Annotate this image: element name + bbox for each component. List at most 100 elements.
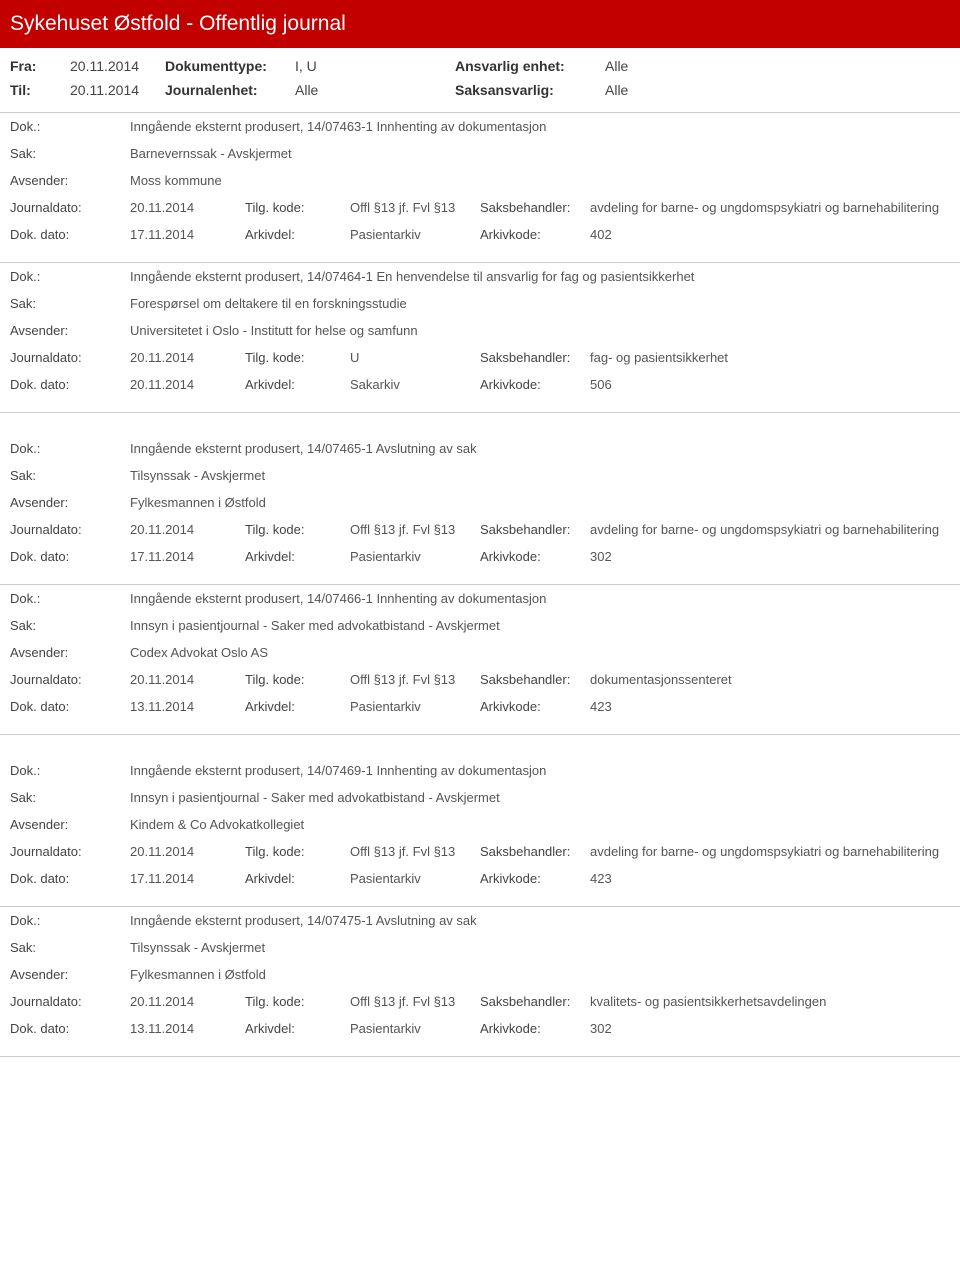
ansvarlig-value: Alle — [605, 58, 805, 74]
journaldato-label: Journaldato: — [10, 200, 130, 215]
avsender-label: Avsender: — [10, 495, 130, 510]
arkivdel-label: Arkivdel: — [245, 871, 350, 886]
arkivkode-value: 423 — [590, 871, 950, 886]
dokdato-label: Dok. dato: — [10, 549, 130, 564]
dokdato-label: Dok. dato: — [10, 377, 130, 392]
arkivdel-label: Arkivdel: — [245, 699, 350, 714]
sak-value: Innsyn i pasientjournal - Saker med advo… — [130, 618, 950, 633]
journal-entry: Dok.:Inngående eksternt produsert, 14/07… — [0, 263, 960, 413]
avsender-label: Avsender: — [10, 967, 130, 982]
saksansvarlig-label: Saksansvarlig: — [455, 82, 605, 98]
arkivdel-label: Arkivdel: — [245, 227, 350, 242]
avsender-label: Avsender: — [10, 323, 130, 338]
dok-value: Inngående eksternt produsert, 14/07469-1… — [130, 763, 950, 778]
tilgkode-label: Tilg. kode: — [245, 844, 350, 859]
arkivdel-value: Pasientarkiv — [350, 699, 480, 714]
tilgkode-value: Offl §13 jf. Fvl §13 — [350, 200, 480, 215]
journal-entry: Dok.:Inngående eksternt produsert, 14/07… — [0, 907, 960, 1057]
entries-container: Dok.:Inngående eksternt produsert, 14/07… — [0, 113, 960, 1057]
sak-value: Barnevernssak - Avskjermet — [130, 146, 950, 161]
journaldato-value: 20.11.2014 — [130, 844, 245, 859]
arkivdel-label: Arkivdel: — [245, 377, 350, 392]
tilgkode-value: U — [350, 350, 480, 365]
journal-entry: Dok.:Inngående eksternt produsert, 14/07… — [0, 113, 960, 263]
fra-label: Fra: — [10, 58, 70, 74]
dok-label: Dok.: — [10, 913, 130, 928]
journaldato-label: Journaldato: — [10, 672, 130, 687]
avsender-value: Kindem & Co Advokatkollegiet — [130, 817, 950, 832]
journaldato-value: 20.11.2014 — [130, 672, 245, 687]
tilgkode-value: Offl §13 jf. Fvl §13 — [350, 994, 480, 1009]
dok-value: Inngående eksternt produsert, 14/07466-1… — [130, 591, 950, 606]
tilgkode-label: Tilg. kode: — [245, 672, 350, 687]
doktype-label: Dokumenttype: — [165, 58, 295, 74]
saksbehandler-value: fag- og pasientsikkerhet — [590, 350, 950, 365]
til-value: 20.11.2014 — [70, 82, 165, 98]
dokdato-value: 20.11.2014 — [130, 377, 245, 392]
saksbehandler-label: Saksbehandler: — [480, 522, 590, 537]
journaldato-value: 20.11.2014 — [130, 350, 245, 365]
dok-label: Dok.: — [10, 591, 130, 606]
arkivkode-label: Arkivkode: — [480, 377, 590, 392]
avsender-value: Moss kommune — [130, 173, 950, 188]
journaldato-label: Journaldato: — [10, 844, 130, 859]
saksbehandler-value: avdeling for barne- og ungdomspsykiatri … — [590, 200, 950, 215]
dokdato-value: 13.11.2014 — [130, 1021, 245, 1036]
sak-label: Sak: — [10, 468, 130, 483]
arkivdel-value: Pasientarkiv — [350, 1021, 480, 1036]
journal-entry: Dok.:Inngående eksternt produsert, 14/07… — [0, 435, 960, 585]
saksbehandler-value: dokumentasjonssenteret — [590, 672, 950, 687]
saksbehandler-value: avdeling for barne- og ungdomspsykiatri … — [590, 844, 950, 859]
arkivdel-label: Arkivdel: — [245, 549, 350, 564]
sak-label: Sak: — [10, 618, 130, 633]
dok-value: Inngående eksternt produsert, 14/07465-1… — [130, 441, 950, 456]
arkivkode-label: Arkivkode: — [480, 871, 590, 886]
journalenhet-label: Journalenhet: — [165, 82, 295, 98]
arkivkode-value: 506 — [590, 377, 950, 392]
ansvarlig-label: Ansvarlig enhet: — [455, 58, 605, 74]
arkivkode-value: 302 — [590, 549, 950, 564]
journaldato-label: Journaldato: — [10, 522, 130, 537]
saksbehandler-value: avdeling for barne- og ungdomspsykiatri … — [590, 522, 950, 537]
til-label: Til: — [10, 82, 70, 98]
dok-value: Inngående eksternt produsert, 14/07464-1… — [130, 269, 950, 284]
arkivkode-label: Arkivkode: — [480, 549, 590, 564]
dok-label: Dok.: — [10, 763, 130, 778]
arkivkode-label: Arkivkode: — [480, 1021, 590, 1036]
journaldato-value: 20.11.2014 — [130, 522, 245, 537]
avsender-value: Codex Advokat Oslo AS — [130, 645, 950, 660]
dokdato-label: Dok. dato: — [10, 699, 130, 714]
dok-label: Dok.: — [10, 441, 130, 456]
dokdato-value: 17.11.2014 — [130, 549, 245, 564]
sak-label: Sak: — [10, 940, 130, 955]
avsender-value: Fylkesmannen i Østfold — [130, 495, 950, 510]
arkivdel-value: Sakarkiv — [350, 377, 480, 392]
arkivkode-value: 423 — [590, 699, 950, 714]
tilgkode-label: Tilg. kode: — [245, 350, 350, 365]
saksbehandler-value: kvalitets- og pasientsikkerhetsavdelinge… — [590, 994, 950, 1009]
sak-value: Forespørsel om deltakere til en forsknin… — [130, 296, 950, 311]
arkivdel-label: Arkivdel: — [245, 1021, 350, 1036]
saksbehandler-label: Saksbehandler: — [480, 672, 590, 687]
page-title: Sykehuset Østfold - Offentlig journal — [10, 12, 346, 35]
journal-entry: Dok.:Inngående eksternt produsert, 14/07… — [0, 585, 960, 735]
dok-value: Inngående eksternt produsert, 14/07475-1… — [130, 913, 950, 928]
avsender-label: Avsender: — [10, 645, 130, 660]
saksansvarlig-value: Alle — [605, 82, 805, 98]
dok-label: Dok.: — [10, 269, 130, 284]
tilgkode-value: Offl §13 jf. Fvl §13 — [350, 844, 480, 859]
doktype-value: I, U — [295, 58, 455, 74]
sak-label: Sak: — [10, 146, 130, 161]
avsender-label: Avsender: — [10, 173, 130, 188]
journaldato-label: Journaldato: — [10, 994, 130, 1009]
dok-label: Dok.: — [10, 119, 130, 134]
journaldato-value: 20.11.2014 — [130, 994, 245, 1009]
arkivdel-value: Pasientarkiv — [350, 227, 480, 242]
arkivkode-value: 402 — [590, 227, 950, 242]
fra-value: 20.11.2014 — [70, 58, 165, 74]
saksbehandler-label: Saksbehandler: — [480, 844, 590, 859]
dokdato-label: Dok. dato: — [10, 871, 130, 886]
journaldato-value: 20.11.2014 — [130, 200, 245, 215]
dokdato-value: 13.11.2014 — [130, 699, 245, 714]
meta-bar: Fra: 20.11.2014 Dokumenttype: I, U Ansva… — [0, 48, 960, 113]
